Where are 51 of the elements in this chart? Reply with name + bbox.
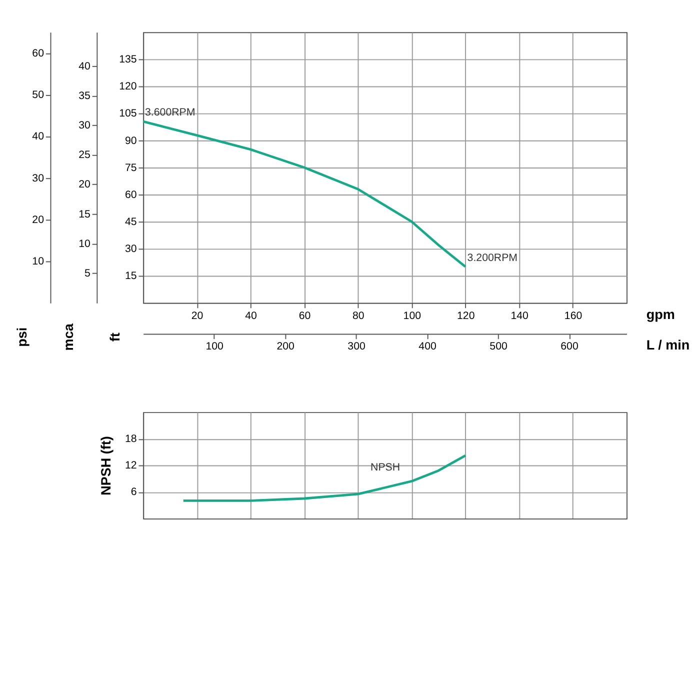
y2-tick-label: 50 [32,88,44,101]
annotation: 3.200RPM [467,252,518,264]
y2-tick-label: 40 [32,130,44,143]
x-axis-title: gpm [646,306,675,322]
y-tick-label: 18 [124,433,137,446]
x-tick-label: 140 [510,310,529,322]
annotation: 3.600RPM [145,106,196,119]
x2-tick-label: 600 [560,340,578,353]
y-axis-title: ft [107,332,122,342]
y2-tick-label: 10 [32,256,44,268]
y-axis-title: NPSH (ft) [98,436,114,496]
x2-tick-label: 200 [276,340,295,353]
y3-tick-label: 20 [78,178,90,191]
y-tick-label: 60 [124,188,137,201]
x-tick-label: 100 [403,310,422,322]
y-tick-label: 105 [119,108,137,120]
y3-tick-label: 15 [78,208,90,220]
x-tick-label: 160 [564,310,582,322]
y2-tick-label: 20 [32,214,44,226]
x2-axis-title: L / min [646,338,690,353]
x2-tick-label: 500 [490,340,508,353]
y3-tick-label: 25 [78,149,90,162]
x-tick-label: 20 [191,310,204,322]
series-label: NPSH [370,462,400,474]
y-tick-label: 90 [124,134,137,147]
y-tick-label: 135 [119,54,137,66]
y2-axis-title: psi [14,327,30,347]
x-tick-label: 40 [245,310,257,322]
y3-tick-label: 5 [84,268,90,280]
x-tick-label: 60 [298,310,311,322]
line-series [182,454,467,502]
y-tick-label: 6 [130,486,137,498]
y3-tick-label: 35 [78,90,90,102]
y2-tick-label: 60 [32,47,44,60]
y2-tick-label: 30 [32,172,44,184]
x-tick-label: 120 [456,310,475,322]
x2-tick-label: 400 [418,340,436,353]
y3-tick-label: 40 [78,60,90,72]
y-tick-label: 75 [124,162,137,174]
y-tick-label: 45 [124,216,137,228]
x2-tick-label: 300 [348,340,366,353]
y3-tick-label: 30 [78,120,90,132]
y3-axis-title: mca [60,323,76,351]
y-tick-label: 12 [124,460,137,472]
x2-tick-label: 100 [206,340,224,353]
y-tick-label: 30 [124,243,137,256]
y-tick-label: 120 [119,80,137,93]
x-tick-label: 80 [352,310,364,322]
y3-tick-label: 10 [78,238,90,250]
line-series [142,120,467,268]
y-tick-label: 15 [124,270,137,282]
